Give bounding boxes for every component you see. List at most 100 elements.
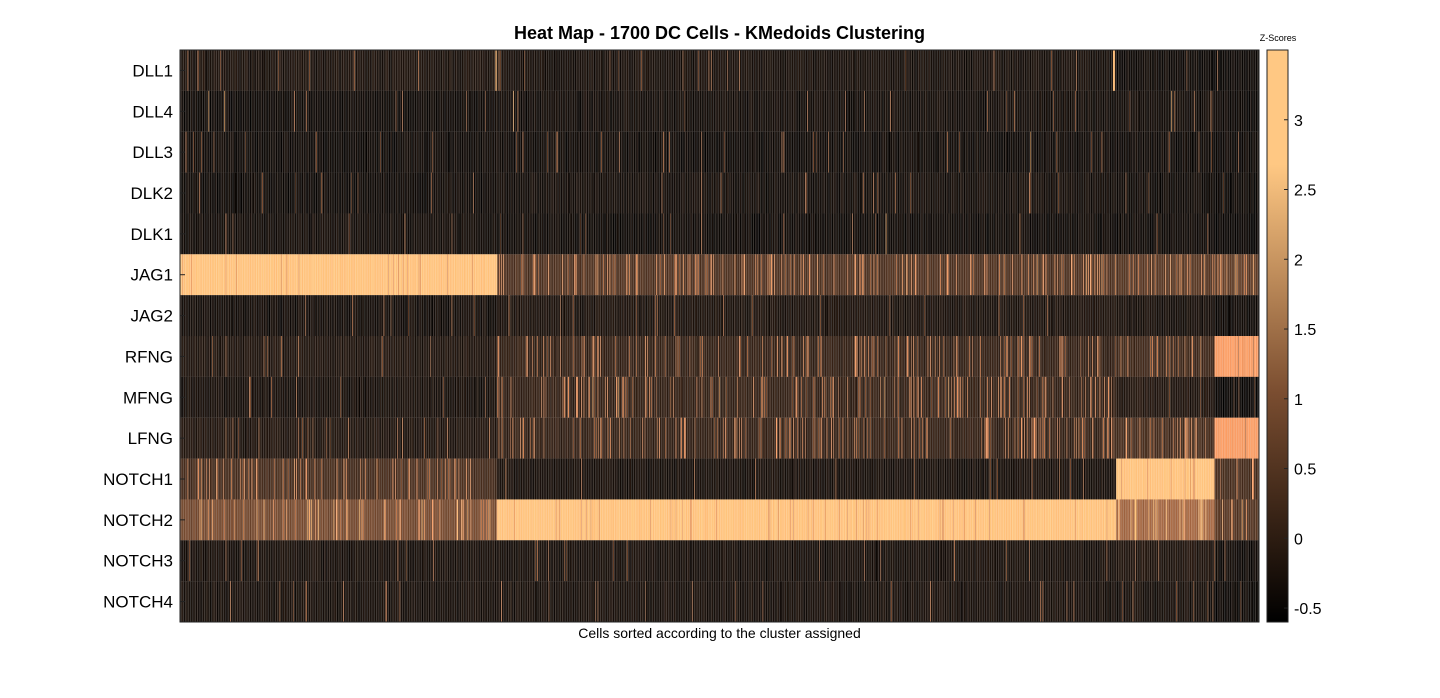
heatmap-cell [473,131,475,173]
heatmap-cell [1034,90,1036,132]
heatmap-cell [210,131,212,173]
heatmap-cell [392,50,394,91]
heatmap-cell [1083,131,1084,173]
heatmap-cell [917,131,920,173]
heatmap-cell [1022,131,1023,173]
heatmap-cell [354,131,356,173]
heatmap-cell [1053,50,1055,91]
heatmap-cell [703,90,705,132]
heatmap-cell [731,50,733,91]
heatmap-cell [857,50,859,91]
heatmap-cell [475,50,476,91]
heatmap-cell [947,90,949,132]
heatmap-cell [1248,50,1249,91]
heatmap-cell [720,90,721,132]
heatmap-cell [1132,50,1134,91]
heatmap-cell [1144,50,1145,91]
heatmap-cell [355,90,356,132]
heatmap-cell [1104,131,1106,173]
heatmap-cell [814,90,815,132]
heatmap-cell [185,90,187,132]
heatmap-cell [1235,90,1237,132]
heatmap-cell [570,50,572,91]
heatmap-cell [1060,131,1062,173]
heatmap-cell [377,50,379,91]
heatmap-cell [631,131,633,173]
heatmap-cell [1073,50,1075,91]
heatmap-cell [261,90,263,132]
heatmap-cell [974,90,976,132]
heatmap-cell [876,90,877,132]
heatmap-cell [299,90,301,132]
heatmap-cell [244,90,246,132]
heatmap-cell [932,131,933,173]
heatmap-cell [869,50,870,91]
heatmap-cell [921,90,923,132]
heatmap-cell [708,50,710,91]
heatmap-cell [355,50,357,91]
heatmap-cell [1194,131,1196,173]
heatmap-cell [353,50,355,91]
heatmap-cell [681,90,683,132]
heatmap-cell [418,50,420,91]
heatmap-cell [713,90,714,132]
heatmap-cell [299,131,301,173]
heatmap-cell [1075,50,1077,91]
heatmap-cell [824,90,826,132]
heatmap-cell [1007,90,1009,132]
heatmap-cell [1074,90,1075,132]
heatmap-cell [589,131,591,173]
heatmap-cell [779,131,781,173]
heatmap-cell [539,131,540,173]
heatmap-cell [1017,50,1019,91]
heatmap-cell [645,50,647,91]
heatmap-cell [1106,50,1107,91]
heatmap-cell [365,90,367,132]
heatmap-cell [1219,90,1220,132]
heatmap-cell [877,131,879,173]
heatmap-cell [433,50,434,91]
heatmap-cell [689,50,691,91]
heatmap-cell [272,50,274,91]
heatmap-cell [686,90,688,132]
heatmap-cell [525,131,526,173]
heatmap-cell [345,131,347,173]
heatmap-cell [1031,90,1032,132]
heatmap-cell [1168,131,1170,173]
heatmap-cell [1171,131,1173,173]
heatmap-cell [1010,50,1011,91]
heatmap-cell [609,90,610,132]
heatmap-cell [341,90,342,132]
heatmap-cell [648,131,650,173]
heatmap-cell [574,131,575,173]
heatmap-cell [729,50,731,91]
heatmap-cell [391,131,393,173]
heatmap-cell [305,131,307,173]
heatmap-cell [340,50,342,91]
heatmap-cell [795,131,796,173]
heatmap-cell [1086,90,1088,132]
heatmap-cell [773,131,775,173]
heatmap-cell [788,50,789,91]
heatmap-cell [949,131,950,173]
heatmap-cell [835,50,836,91]
heatmap-cell [365,90,367,132]
heatmap-cell [681,131,683,173]
heatmap-cell [374,131,376,173]
heatmap-cell [1008,131,1010,173]
heatmap-cell [734,50,735,91]
heatmap-cell [215,131,217,173]
heatmap-cell [1114,90,1115,132]
heatmap-cell [455,50,457,91]
heatmap-cell [658,50,660,91]
heatmap-cell [609,131,611,173]
heatmap-cell [543,131,545,173]
heatmap-cell [277,131,278,173]
heatmap-cell [500,131,502,173]
heatmap-cell [1205,50,1206,91]
heatmap-cell [1045,131,1047,173]
heatmap-cell [211,50,213,91]
heatmap-cell [207,131,209,173]
heatmap-cell [730,131,731,173]
heatmap-cell [293,131,295,173]
